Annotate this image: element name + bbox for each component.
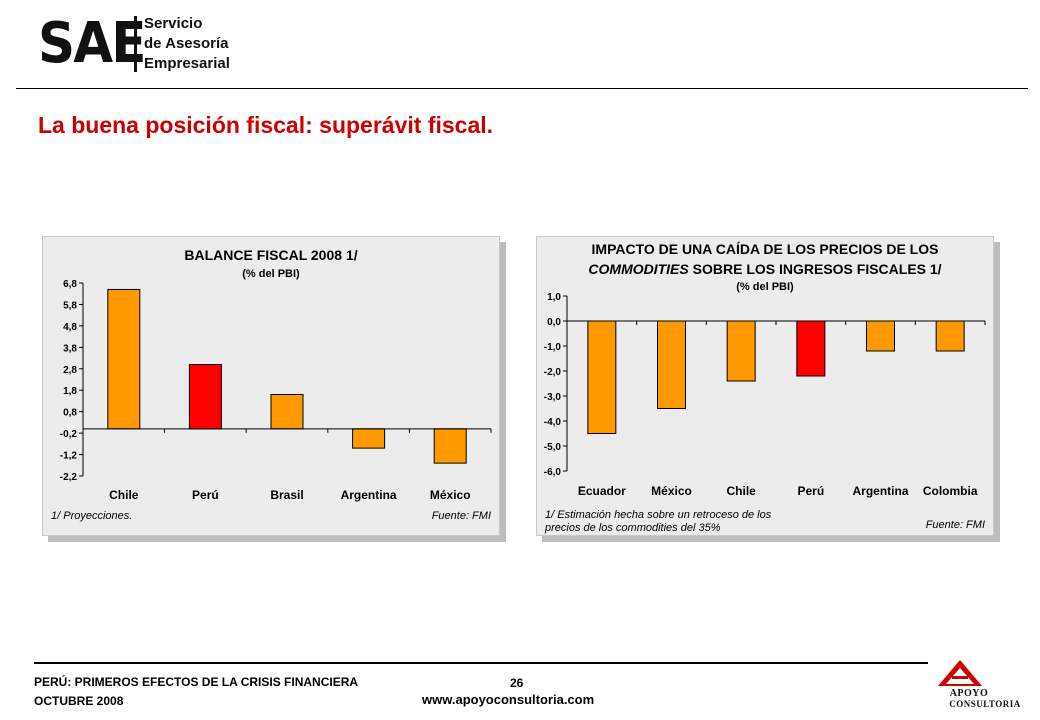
chart1-subtitle: (% del PBI) [242, 268, 300, 280]
chart1-bar-chile [107, 288, 141, 430]
chart1-bar-argentina [352, 428, 386, 449]
chart2-bar-per [796, 320, 826, 377]
chart2-note-line2: precios de los commodities del 35% [545, 522, 721, 534]
chart1-y-tick-label: 2,8 [63, 365, 77, 376]
chart-fiscal-balance: BALANCE FISCAL 2008 1/ (% del PBI) 6,8 5,… [42, 236, 500, 536]
chart1-bar-mxico [433, 428, 467, 464]
chart1-category-label: México [430, 488, 471, 502]
footer-date: OCTUBRE 2008 [34, 694, 124, 708]
chart2-y-tick-label: -1,0 [544, 342, 562, 353]
apoyo-logo-icon [938, 660, 982, 686]
chart1-bar-per [188, 363, 222, 430]
chart2-category-label: Ecuador [578, 484, 626, 498]
chart2-bar-chile [726, 320, 756, 382]
chart1-source: Fuente: FMI [431, 510, 491, 522]
chart2-note-line1: 1/ Estimación hecha sobre un retroceso d… [545, 509, 772, 521]
chart2-title-line2: COMMODITIES SOBRE LOS INGRESOS FISCALES … [537, 261, 993, 277]
chart1-category-label: Argentina [341, 488, 397, 502]
apoyo-logo-bar [952, 676, 968, 679]
chart1-y-tick-label: -1,2 [60, 451, 78, 462]
chart2-bar-ecuador [587, 320, 617, 434]
chart1-note: 1/ Proyecciones. [51, 510, 133, 522]
chart1-plot: 6,8 5,8 4,8 3,8 2,8 1,8 0,8 -0,2 -1,2 -2,2 Chile Pe… [60, 279, 492, 502]
chart2-subtitle: (% del PBI) [736, 281, 794, 293]
chart2-source: Fuente: FMI [925, 519, 985, 531]
chart1-y-tick-label: 6,8 [63, 279, 77, 290]
chart2-category-label: Perú [797, 484, 824, 498]
chart1-title: BALANCE FISCAL 2008 1/ [184, 247, 358, 263]
apoyo-logo: APOYO CONSULTORIA [938, 656, 1028, 712]
logo-text: Servicio de Asesoría Empresarial [144, 14, 230, 74]
chart2-category-label: Chile [726, 484, 756, 498]
apoyo-brand-line1: APOYO [949, 688, 989, 699]
chart1-category-label: Chile [109, 488, 139, 502]
chart2-y-tick-label: -2,0 [544, 367, 562, 378]
chart1-y-tick-label: -0,2 [60, 429, 78, 440]
chart2-y-tick-label: -6,0 [544, 467, 562, 478]
logo-sae-letters: SAE [38, 11, 147, 76]
sae-logo: SAE Servicio de Asesoría Empresarial [38, 10, 238, 80]
chart1-y-tick-label: 1,8 [63, 386, 77, 397]
chart1-y-tick-label: 5,8 [63, 300, 77, 311]
chart2-title-line1: IMPACTO DE UNA CAÍDA DE LOS PRECIOS DE L… [591, 241, 939, 257]
chart2-bar-mxico [657, 320, 686, 409]
chart1-y-tick-label: 4,8 [63, 322, 77, 333]
chart1-category-label: Brasil [270, 488, 303, 502]
apoyo-brand-line2: CONSULTORIA [949, 699, 1021, 709]
chart1-bar-brasil [270, 394, 304, 430]
page-title: La buena posición fiscal: superávit fisc… [38, 112, 494, 138]
chart2-bar-colombia [935, 320, 965, 352]
page-number: 26 [510, 676, 524, 690]
logo-line-1: Servicio [144, 15, 203, 32]
footer-divider [34, 662, 928, 664]
chart2-title-italic: COMMODITIES [588, 261, 689, 277]
footer-title: PERÚ: PRIMEROS EFECTOS DE LA CRISIS FINA… [34, 675, 359, 689]
chart2-category-label: México [651, 484, 692, 498]
chart2-y-tick-label: -5,0 [544, 442, 562, 453]
chart2-y-tick-label: -4,0 [544, 417, 562, 428]
header-divider [16, 88, 1028, 89]
chart1-y-tick-label: 0,8 [63, 408, 77, 419]
chart2-title-rest: SOBRE LOS INGRESOS FISCALES 1/ [688, 261, 942, 277]
chart1-category-label: Perú [192, 488, 219, 502]
chart2-plot: 1,0 0,0 -1,0 -2,0 -3,0 -4,0 -5,0 -6,0 Ecuador Méx… [544, 292, 986, 498]
chart2-y-tick-label: -3,0 [544, 392, 562, 403]
chart1-y-tick-label: -2,2 [60, 472, 78, 483]
chart2-category-label: Argentina [852, 484, 908, 498]
chart2-y-tick-label: 1,0 [547, 292, 561, 303]
chart2-bar-argentina [866, 320, 895, 352]
logo-line-3: Empresarial [144, 55, 230, 72]
footer-website[interactable]: www.apoyoconsultoria.com [422, 692, 595, 707]
chart2-category-label: Colombia [923, 484, 978, 498]
chart2-y-tick-label: 0,0 [547, 317, 561, 328]
chart1-y-tick-label: 3,8 [63, 343, 77, 354]
logo-line-2: de Asesoría [144, 35, 229, 52]
logo-divider [134, 16, 137, 72]
chart-commodities-impact: IMPACTO DE UNA CAÍDA DE LOS PRECIOS DE L… [536, 236, 994, 536]
